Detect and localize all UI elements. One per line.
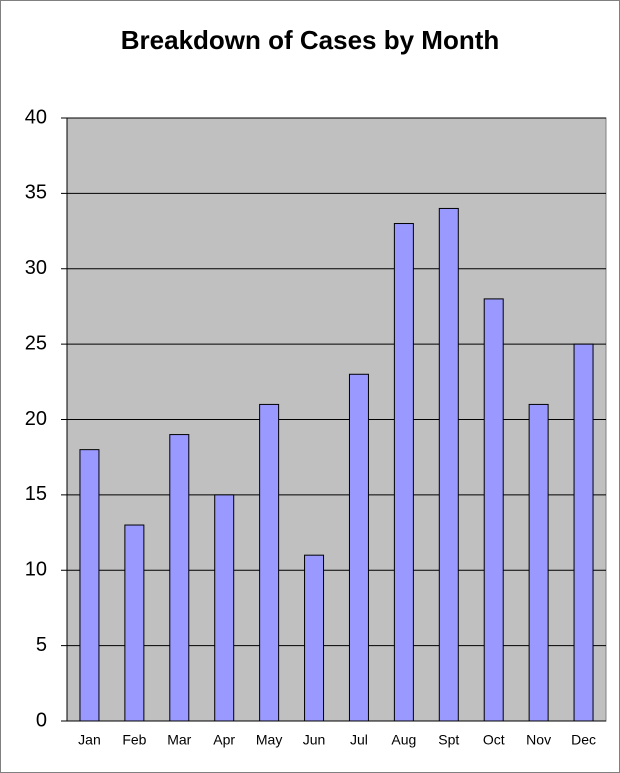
y-tick-label: 25 [25,332,47,354]
x-tick-label: Jan [78,732,101,748]
bar [348,373,369,722]
y-tick-label: 20 [25,408,47,430]
x-tick-label: Oct [483,732,505,748]
x-tick-label: May [256,732,282,748]
bar [438,207,459,722]
x-tick-label: Jun [303,732,326,748]
y-tick-label: 30 [25,257,47,279]
y-tick-label: 35 [25,182,47,204]
chart-title: Breakdown of Cases by Month [121,25,500,55]
bar [124,524,145,722]
bar [393,223,414,722]
x-tick-label: Nov [526,732,551,748]
bar [214,494,235,722]
x-tick-label: Dec [571,732,596,748]
y-tick-label: 10 [25,559,47,581]
bar [528,403,549,722]
x-tick-label: Spt [438,732,459,748]
x-tick-label: Jul [350,732,368,748]
y-tick-label: 15 [25,483,47,505]
bar [483,298,504,722]
bar [304,554,325,722]
x-tick-label: Feb [122,732,146,748]
x-tick-label: Aug [391,732,416,748]
bar [259,403,280,722]
y-tick-label: 0 [36,709,47,731]
bar [573,343,594,722]
y-tick-label: 5 [36,634,47,656]
x-tick-label: Mar [167,732,191,748]
y-tick-label: 40 [25,106,47,128]
bar [169,434,190,722]
x-tick-label: Apr [213,732,235,748]
bar [79,449,100,722]
